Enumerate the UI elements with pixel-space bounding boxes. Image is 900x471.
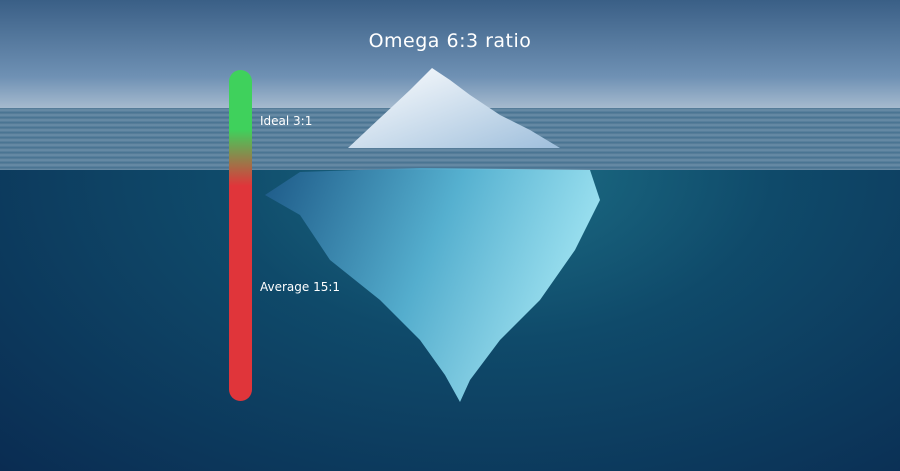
ideal-ratio-label: Ideal 3:1: [260, 114, 313, 128]
page-title: Omega 6:3 ratio: [368, 30, 532, 52]
ratio-scale-bar: [229, 70, 252, 401]
average-ratio-label: Average 15:1: [260, 280, 341, 294]
